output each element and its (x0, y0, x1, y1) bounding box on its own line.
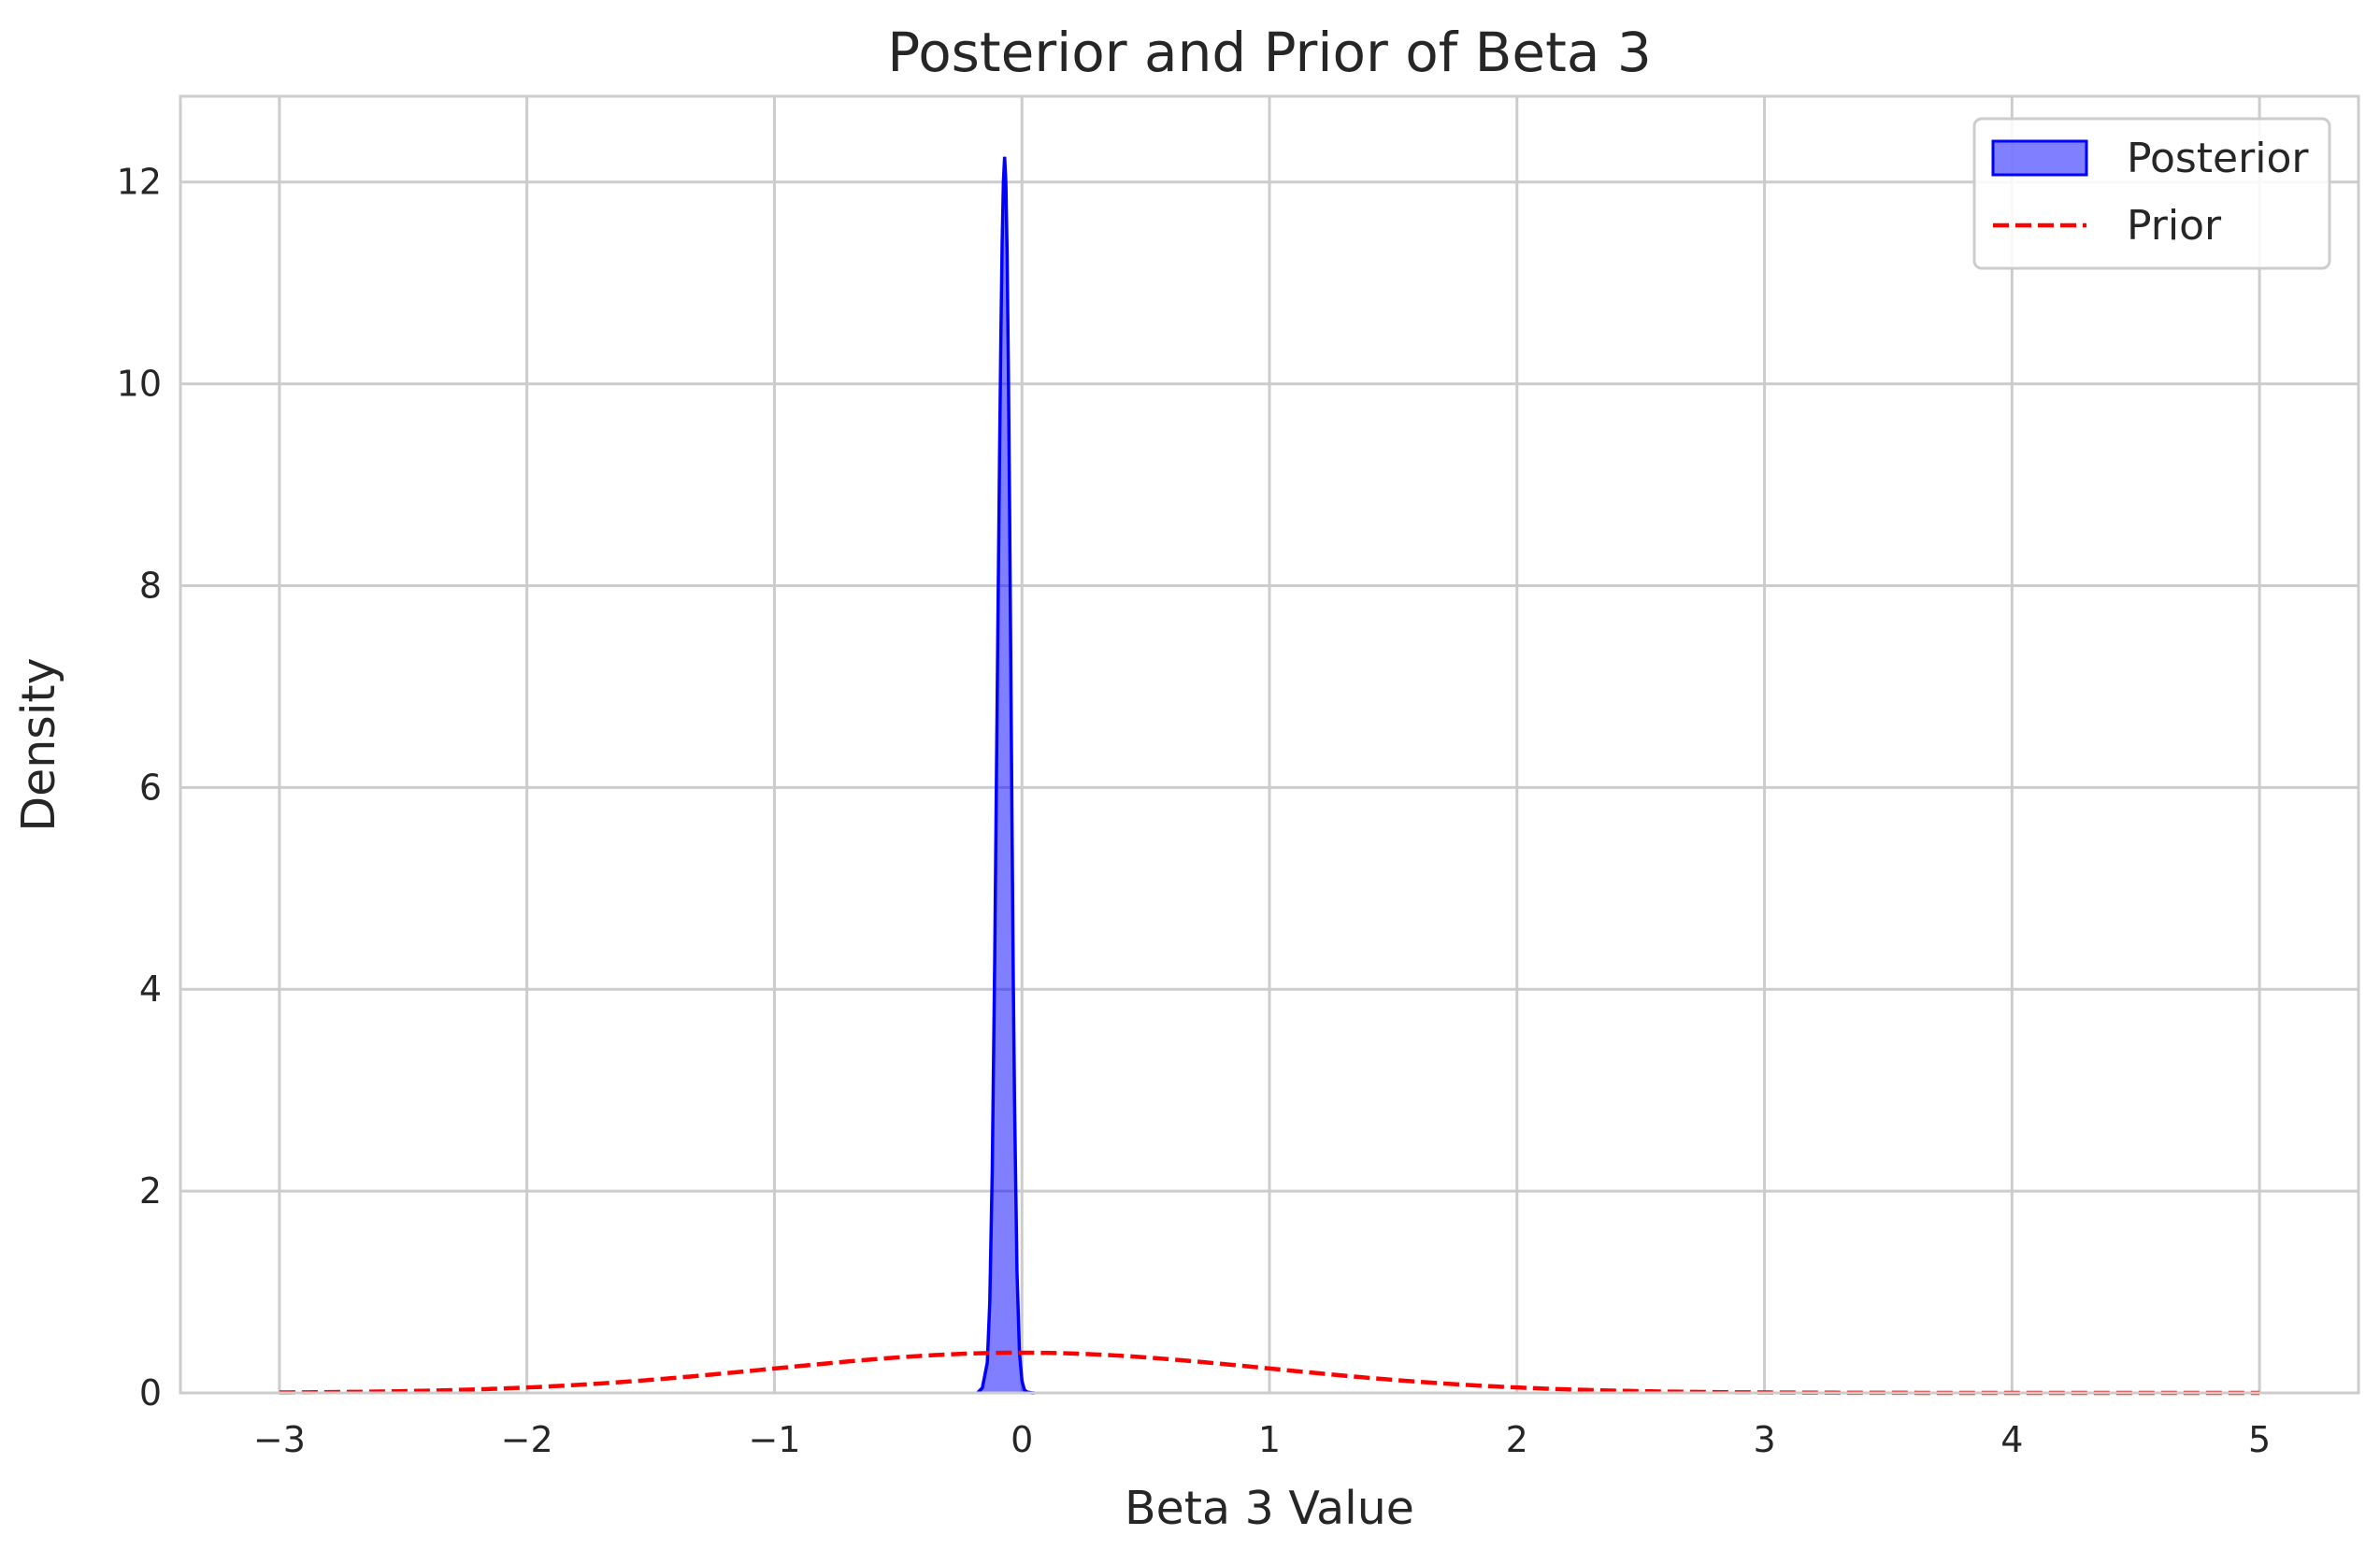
posterior-area (977, 156, 1035, 1393)
x-tick-label: −3 (253, 1419, 306, 1460)
y-tick-label: 2 (139, 1170, 162, 1212)
y-tick-label: 8 (139, 565, 162, 606)
x-tick-label: 0 (1011, 1419, 1033, 1460)
x-tick-label: 3 (1753, 1419, 1775, 1460)
x-tick-label: 1 (1258, 1419, 1281, 1460)
y-tick-labels: 0 2 4 6 8 10 12 (117, 162, 162, 1413)
x-tick-label: −1 (748, 1419, 800, 1460)
y-tick-label: 4 (139, 969, 162, 1010)
legend: Posterior Prior (1972, 117, 2331, 270)
x-axis-label: Beta 3 Value (1125, 1482, 1414, 1535)
legend-swatch-posterior (1991, 139, 2088, 177)
chart-title: Posterior and Prior of Beta 3 (887, 21, 1651, 84)
legend-label: Posterior (2127, 135, 2309, 182)
y-tick-label: 0 (139, 1372, 162, 1413)
x-tick-label: 5 (2248, 1419, 2271, 1460)
y-tick-label: 10 (117, 364, 162, 405)
y-tick-label: 12 (117, 162, 162, 203)
legend-label: Prior (2127, 202, 2222, 250)
x-tick-label: 2 (1506, 1419, 1528, 1460)
y-tick-label: 6 (139, 767, 162, 808)
y-axis-label: Density (12, 657, 65, 831)
x-tick-labels: −3 −2 −1 0 1 2 3 4 5 (253, 1419, 2271, 1460)
x-tick-label: −2 (501, 1419, 553, 1460)
x-tick-label: 4 (2000, 1419, 2023, 1460)
posterior-line (976, 156, 1035, 1395)
plot-frame (179, 94, 2360, 1395)
